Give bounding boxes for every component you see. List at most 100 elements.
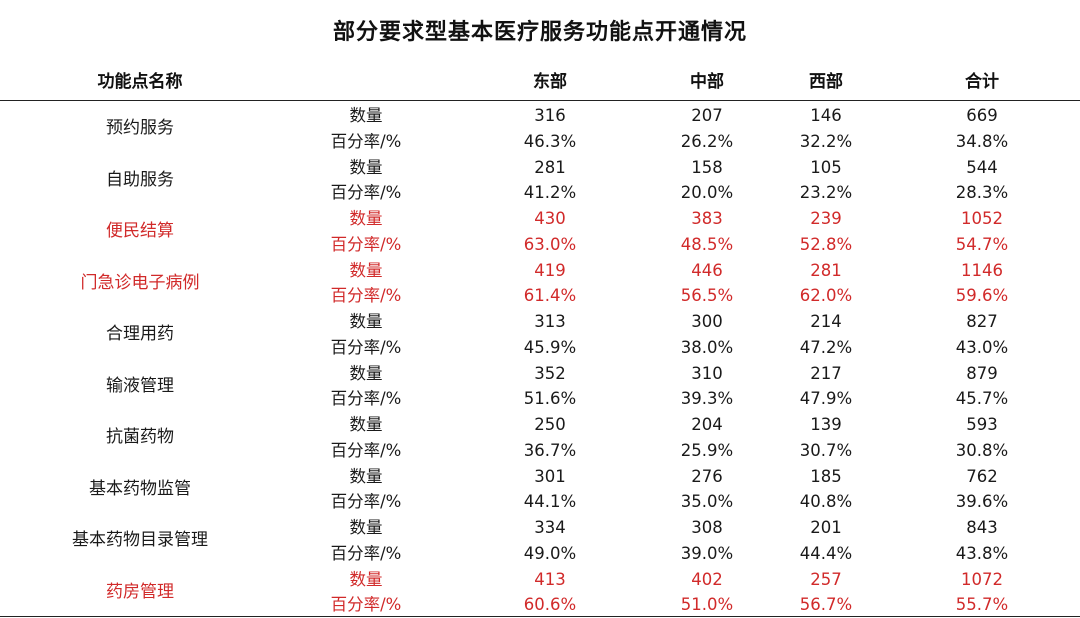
count-total: 879 (966, 363, 998, 383)
metric-label-count: 数量 (349, 569, 383, 589)
header-divider (0, 100, 1080, 101)
metric-label-rate: 百分率/% (330, 543, 402, 563)
function-name: 药房管理 (106, 581, 174, 602)
rate-east: 45.9% (523, 337, 577, 357)
rate-total: 43.8% (955, 543, 1009, 563)
rate-east: 46.3% (523, 131, 577, 151)
rate-mid: 35.0% (680, 492, 734, 512)
rate-east: 60.6% (523, 595, 577, 615)
rate-east: 51.6% (523, 389, 577, 409)
rate-east: 61.4% (523, 286, 577, 306)
count-total: 1072 (961, 569, 1003, 589)
metric-label-rate: 百分率/% (330, 286, 402, 306)
count-west: 257 (810, 569, 842, 589)
metric-label-rate: 百分率/% (330, 389, 402, 409)
table-row: 输液管理 数量 百分率/% 352 51.6% 310 39.3% 217 47.9% 879 45… (0, 361, 1080, 413)
table-row: 门急诊电子病例 数量 百分率/% 419 61.4% 446 56.5% 281 62.0% 11… (0, 258, 1080, 310)
count-east: 316 (534, 106, 566, 125)
header-west: 西部 (809, 72, 843, 92)
metric-label-count: 数量 (349, 260, 383, 280)
count-total: 827 (966, 312, 998, 331)
count-mid: 300 (691, 312, 723, 331)
function-name: 门急诊电子病例 (80, 272, 200, 293)
rate-east: 63.0% (523, 234, 577, 254)
table-row: 抗菌药物 数量 百分率/% 250 36.7% 204 25.9% 139 30.7% 593 30… (0, 412, 1080, 464)
table-body: 预约服务 数量 百分率/% 316 46.3% 207 26.2% 146 32.2% 669 34… (0, 103, 1080, 618)
count-total: 843 (966, 518, 998, 537)
count-mid: 276 (691, 466, 723, 486)
metric-label-rate: 百分率/% (330, 131, 402, 151)
count-mid: 446 (691, 260, 723, 280)
rate-west: 52.8% (799, 234, 853, 254)
table-row: 基本药物监管 数量 百分率/% 301 44.1% 276 35.0% 185 40.8% 762… (0, 464, 1080, 516)
count-east: 419 (534, 260, 566, 280)
rate-total: 45.7% (955, 389, 1009, 409)
table-header: 功能点名称 东部 中部 西部 合计 (0, 66, 1080, 100)
metric-label-count: 数量 (349, 466, 383, 486)
metric-label-rate: 百分率/% (330, 234, 402, 254)
count-mid: 308 (691, 518, 723, 537)
metric-label-rate: 百分率/% (330, 337, 402, 357)
function-name: 预约服务 (106, 118, 174, 138)
header-total: 合计 (965, 72, 999, 92)
rate-east: 36.7% (523, 440, 577, 460)
count-total: 1146 (961, 260, 1003, 280)
count-east: 413 (534, 569, 566, 589)
count-mid: 402 (691, 569, 723, 589)
table-row: 便民结算 数量 百分率/% 430 63.0% 383 48.5% 239 52.8% 1052 5… (0, 206, 1080, 258)
count-east: 313 (534, 312, 566, 331)
count-mid: 310 (691, 363, 723, 383)
count-east: 334 (534, 518, 566, 537)
rate-total: 39.6% (955, 492, 1009, 512)
table-row: 合理用药 数量 百分率/% 313 45.9% 300 38.0% 214 47.2% 827 43… (0, 309, 1080, 361)
count-total: 762 (966, 466, 998, 486)
table-row: 药房管理 数量 百分率/% 413 60.6% 402 51.0% 257 56.7% 1072 5… (0, 567, 1080, 618)
metric-label-count: 数量 (349, 415, 383, 434)
rate-mid: 39.3% (680, 389, 734, 409)
metric-label-rate: 百分率/% (330, 440, 402, 460)
rate-mid: 25.9% (680, 440, 734, 460)
count-west: 201 (810, 518, 842, 537)
header-name: 功能点名称 (97, 72, 183, 92)
rate-total: 55.7% (955, 595, 1009, 615)
count-east: 430 (534, 209, 566, 228)
count-west: 139 (810, 415, 842, 434)
metric-label-rate: 百分率/% (330, 183, 402, 203)
rate-mid: 26.2% (680, 131, 734, 151)
header-mid: 中部 (690, 72, 724, 92)
metric-label-count: 数量 (349, 312, 383, 331)
table-row: 预约服务 数量 百分率/% 316 46.3% 207 26.2% 146 32.2% 669 34… (0, 103, 1080, 155)
count-west: 185 (810, 466, 842, 486)
rate-total: 34.8% (955, 131, 1009, 151)
count-total: 669 (966, 106, 998, 125)
rate-mid: 38.0% (680, 337, 734, 357)
rate-east: 49.0% (523, 543, 577, 563)
rate-total: 59.6% (955, 286, 1009, 306)
rate-mid: 20.0% (680, 183, 734, 203)
count-east: 352 (534, 363, 566, 383)
metric-label-rate: 百分率/% (330, 595, 402, 615)
rate-east: 44.1% (523, 492, 577, 512)
function-name: 抗菌药物 (106, 427, 174, 447)
count-total: 1052 (961, 209, 1003, 228)
rate-mid: 48.5% (680, 234, 734, 254)
rate-mid: 51.0% (680, 595, 734, 615)
function-name: 输液管理 (106, 375, 174, 396)
rate-west: 40.8% (799, 492, 853, 512)
rate-total: 30.8% (955, 440, 1009, 460)
table-row: 基本药物目录管理 数量 百分率/% 334 49.0% 308 39.0% 201 44.4% 8… (0, 515, 1080, 567)
function-name: 便民结算 (106, 221, 174, 241)
rate-west: 44.4% (799, 543, 853, 563)
rate-east: 41.2% (523, 183, 577, 203)
count-west: 217 (810, 363, 842, 383)
count-mid: 158 (691, 157, 723, 177)
function-name: 基本药物监管 (89, 478, 191, 499)
metric-label-count: 数量 (349, 363, 383, 383)
count-east: 250 (534, 415, 566, 434)
rate-total: 54.7% (955, 234, 1009, 254)
rate-west: 32.2% (799, 131, 853, 151)
count-west: 239 (810, 209, 842, 228)
count-mid: 383 (691, 209, 723, 228)
function-name: 自助服务 (106, 169, 174, 190)
count-mid: 207 (691, 106, 723, 125)
